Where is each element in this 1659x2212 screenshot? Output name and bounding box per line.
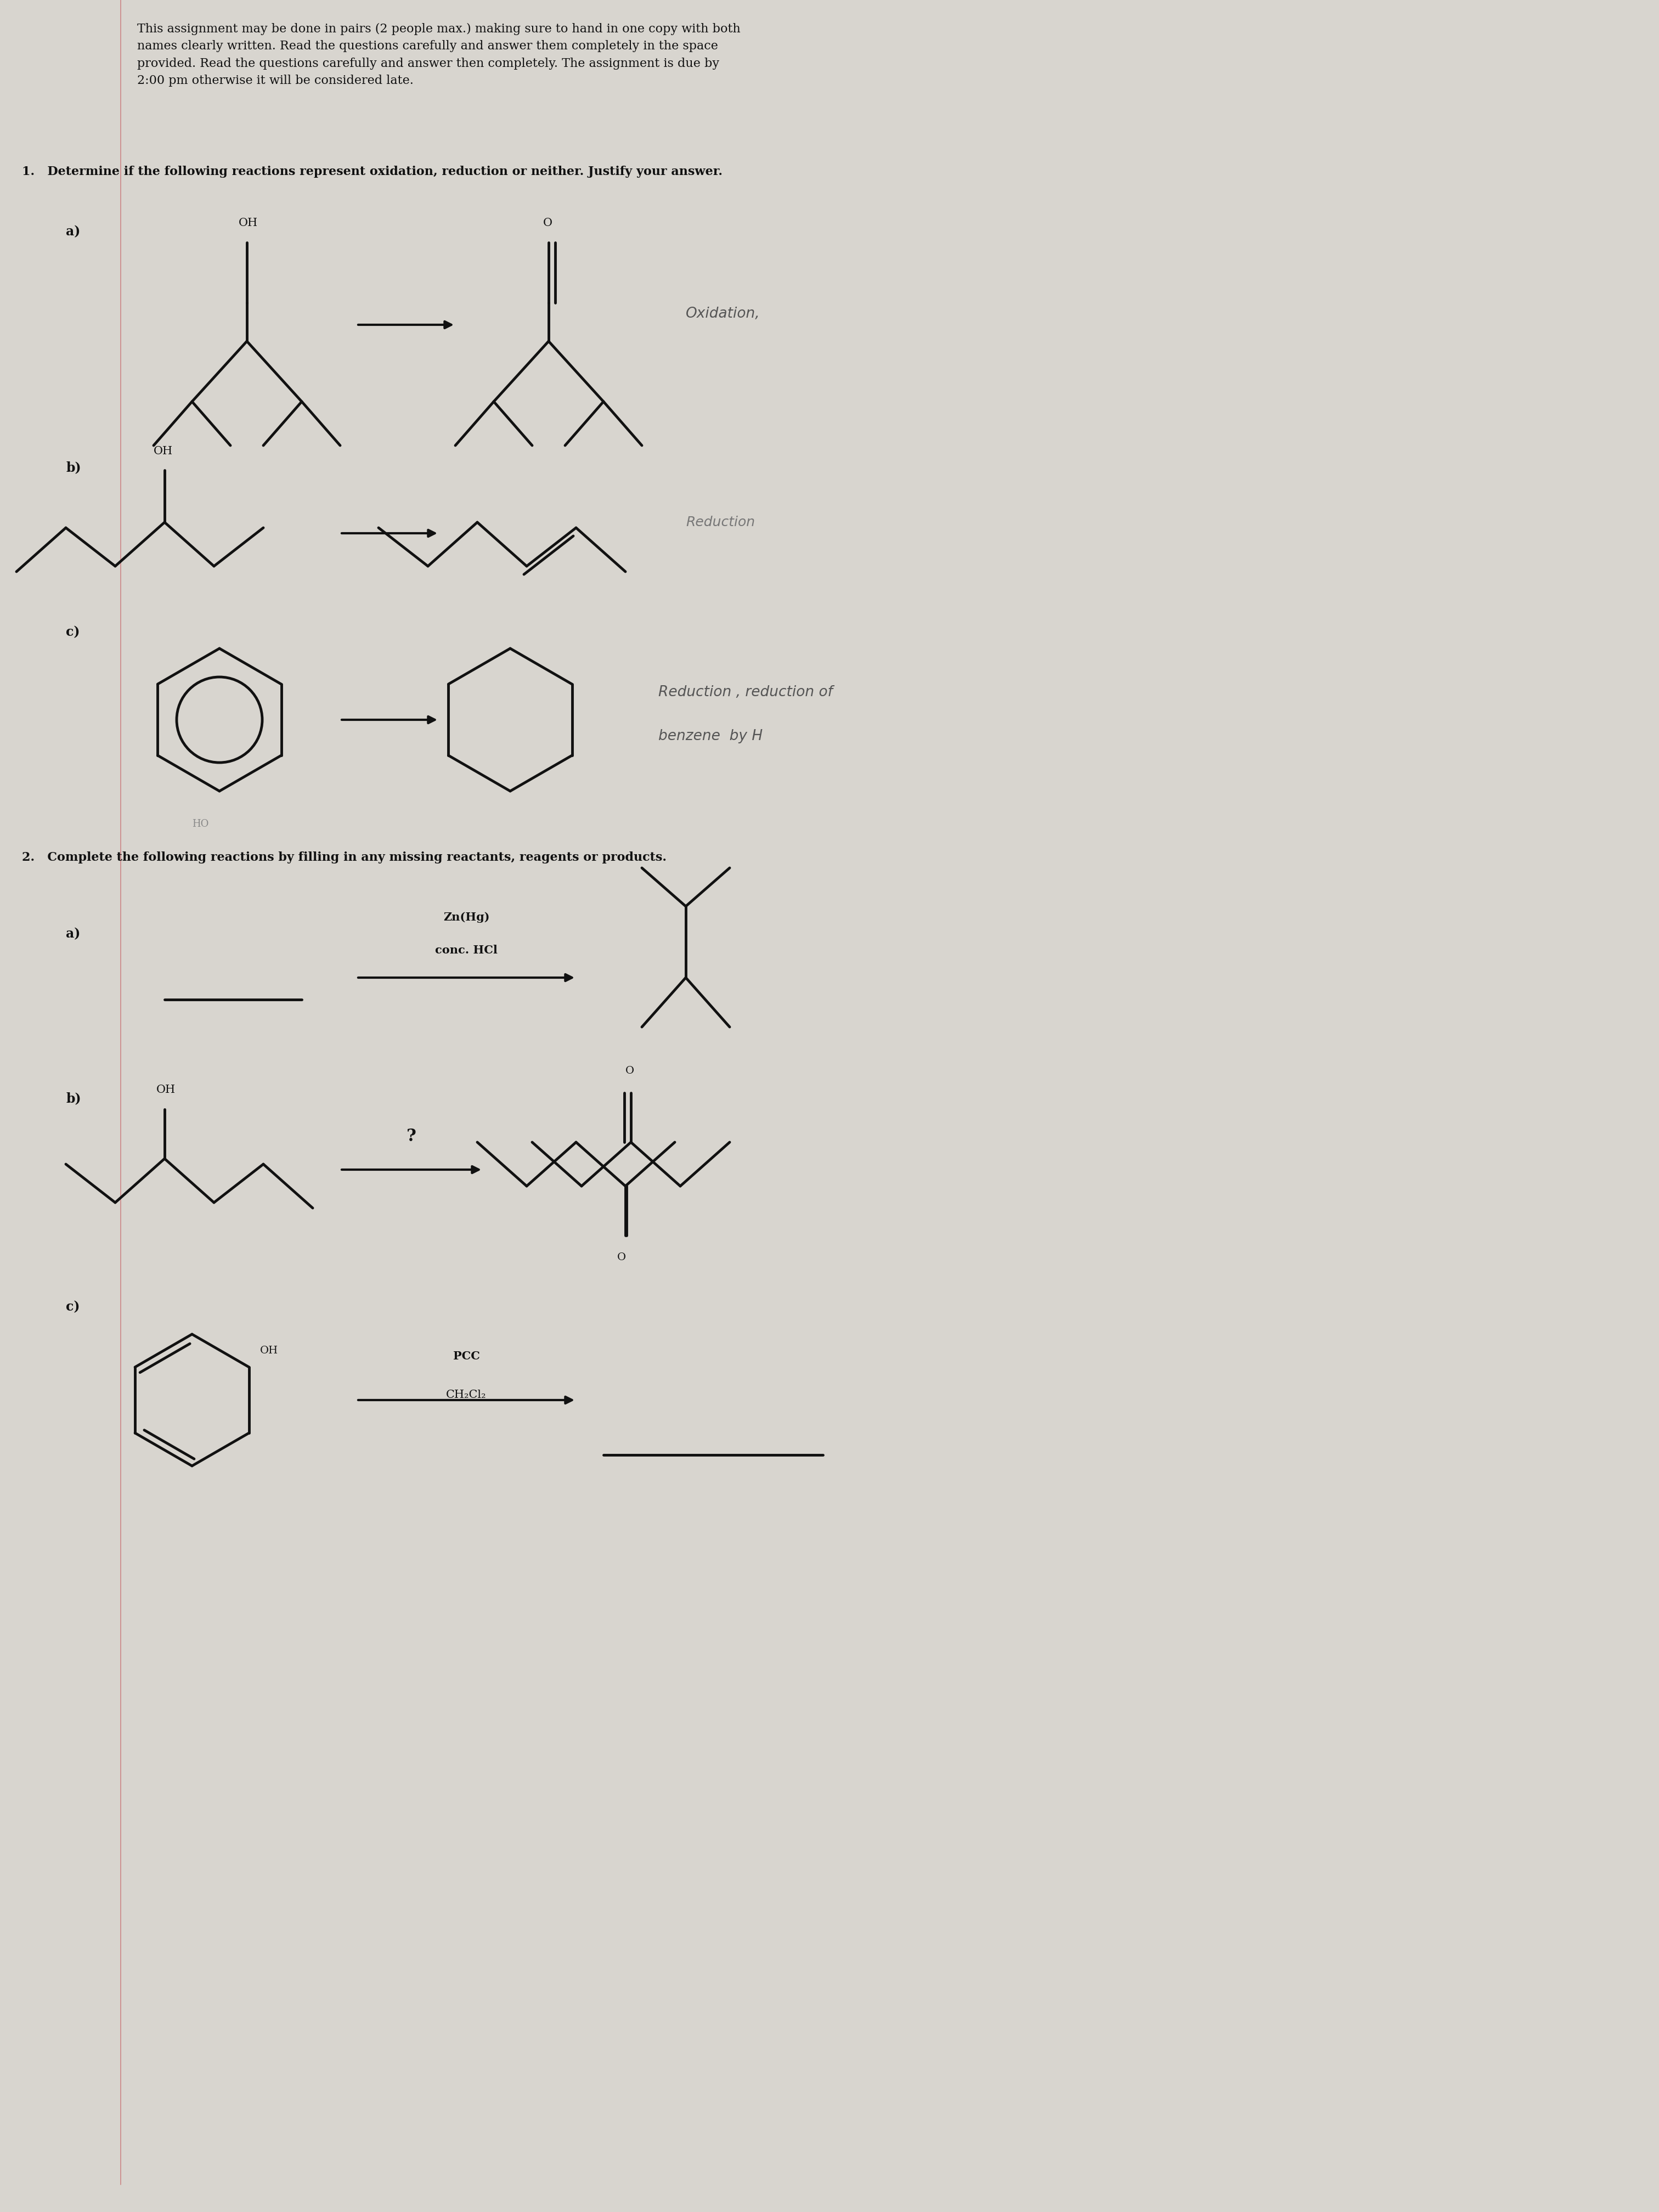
Text: OH: OH [239,219,257,228]
Text: PCC: PCC [453,1352,479,1363]
Text: This assignment may be done in pairs (2 people max.) making sure to hand in one : This assignment may be done in pairs (2 … [138,22,740,86]
Text: O: O [542,219,552,228]
Text: CH₂Cl₂: CH₂Cl₂ [446,1389,486,1400]
Text: Reduction , reduction of: Reduction , reduction of [659,686,833,699]
Text: c): c) [66,1301,80,1314]
Text: Reduction: Reduction [685,515,755,529]
Text: a): a) [66,927,80,940]
Text: O: O [617,1252,625,1263]
Text: Zn(Hg): Zn(Hg) [443,911,489,922]
Text: 2.   Complete the following reactions by filling in any missing reactants, reage: 2. Complete the following reactions by f… [22,852,667,863]
Text: 1.   Determine if the following reactions represent oxidation, reduction or neit: 1. Determine if the following reactions … [22,166,723,177]
Text: conc. HCl: conc. HCl [435,945,498,956]
Text: Oxidation,: Oxidation, [685,307,760,321]
Text: OH: OH [154,447,173,456]
Text: OH: OH [260,1345,279,1356]
Text: OH: OH [156,1084,176,1095]
Text: ?: ? [406,1128,416,1146]
Text: b): b) [66,460,81,473]
Text: b): b) [66,1093,81,1106]
Text: O: O [625,1066,634,1075]
Text: c): c) [66,626,80,639]
Text: HO: HO [192,818,209,830]
Text: a): a) [66,226,80,239]
Text: benzene  by H: benzene by H [659,730,763,743]
